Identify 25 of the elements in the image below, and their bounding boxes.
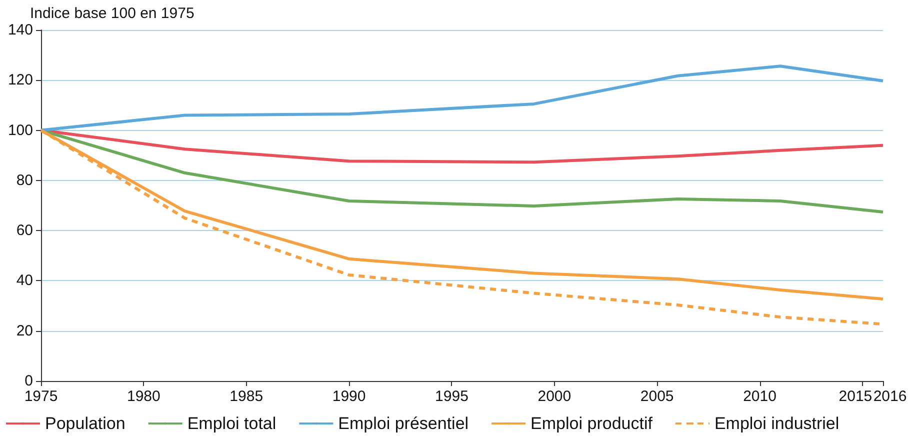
legend-label: Population (45, 414, 126, 433)
legend-label: Emploi productif (530, 414, 653, 433)
x-tick-label: 1980 (126, 388, 160, 405)
legend-label: Emploi présentiel (338, 414, 469, 433)
y-axis-title: Indice base 100 en 1975 (30, 5, 194, 22)
x-tick-label: 2005 (640, 388, 674, 405)
y-tick-label: 60 (16, 222, 33, 240)
x-tick-label: 1995 (435, 388, 468, 405)
y-tick-label: 140 (8, 22, 33, 38)
y-tick-label: 0 (24, 372, 33, 390)
y-tick-label: 40 (16, 272, 33, 290)
x-tick-label: 2016 (873, 388, 907, 405)
line-series (40, 64, 884, 132)
x-tick-label: 1985 (230, 388, 264, 405)
x-tick-label: 2000 (538, 388, 572, 405)
x-tick-label: 2015 (838, 388, 872, 405)
y-tick-label: 80 (16, 172, 33, 189)
y-tick-label: 120 (8, 72, 33, 89)
legend-label: Emploi total (187, 414, 276, 433)
y-tick-label: 20 (16, 322, 33, 340)
legend-label: Emploi industriel (714, 414, 840, 433)
x-tick-label: 2010 (743, 388, 776, 405)
y-tick-label: 100 (8, 122, 33, 139)
x-tick-label: 1975 (24, 388, 58, 405)
x-tick-label: 1990 (332, 388, 366, 405)
